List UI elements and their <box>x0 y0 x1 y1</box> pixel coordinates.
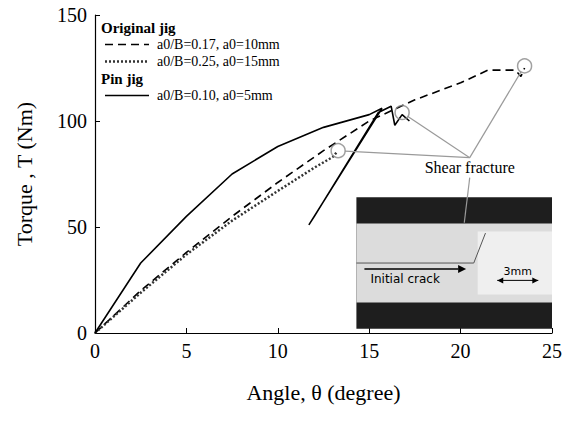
svg-text:100: 100 <box>57 110 87 132</box>
svg-text:25: 25 <box>542 340 562 362</box>
svg-text:Angle, θ (degree): Angle, θ (degree) <box>246 380 400 405</box>
svg-text:0: 0 <box>77 322 87 344</box>
svg-text:10: 10 <box>268 340 288 362</box>
svg-text:3mm: 3mm <box>504 265 532 278</box>
svg-text:0: 0 <box>90 340 100 362</box>
svg-text:15: 15 <box>359 340 379 362</box>
svg-text:5: 5 <box>181 340 191 362</box>
svg-text:Shear fracture: Shear fracture <box>425 159 515 176</box>
svg-text:Torque , T (Nm): Torque , T (Nm) <box>12 102 37 246</box>
svg-text:50: 50 <box>67 216 87 238</box>
svg-text:Pin jig: Pin jig <box>101 71 144 87</box>
svg-text:Initial crack: Initial crack <box>370 272 440 286</box>
svg-text:a0/B=0.10, a0=5mm: a0/B=0.10, a0=5mm <box>157 88 273 103</box>
svg-text:150: 150 <box>57 4 87 26</box>
svg-text:Original jig: Original jig <box>101 20 176 36</box>
svg-text:20: 20 <box>451 340 471 362</box>
svg-text:a0/B=0.17, a0=10mm: a0/B=0.17, a0=10mm <box>157 37 280 52</box>
svg-text:a0/B=0.25, a0=15mm: a0/B=0.25, a0=15mm <box>157 54 280 69</box>
